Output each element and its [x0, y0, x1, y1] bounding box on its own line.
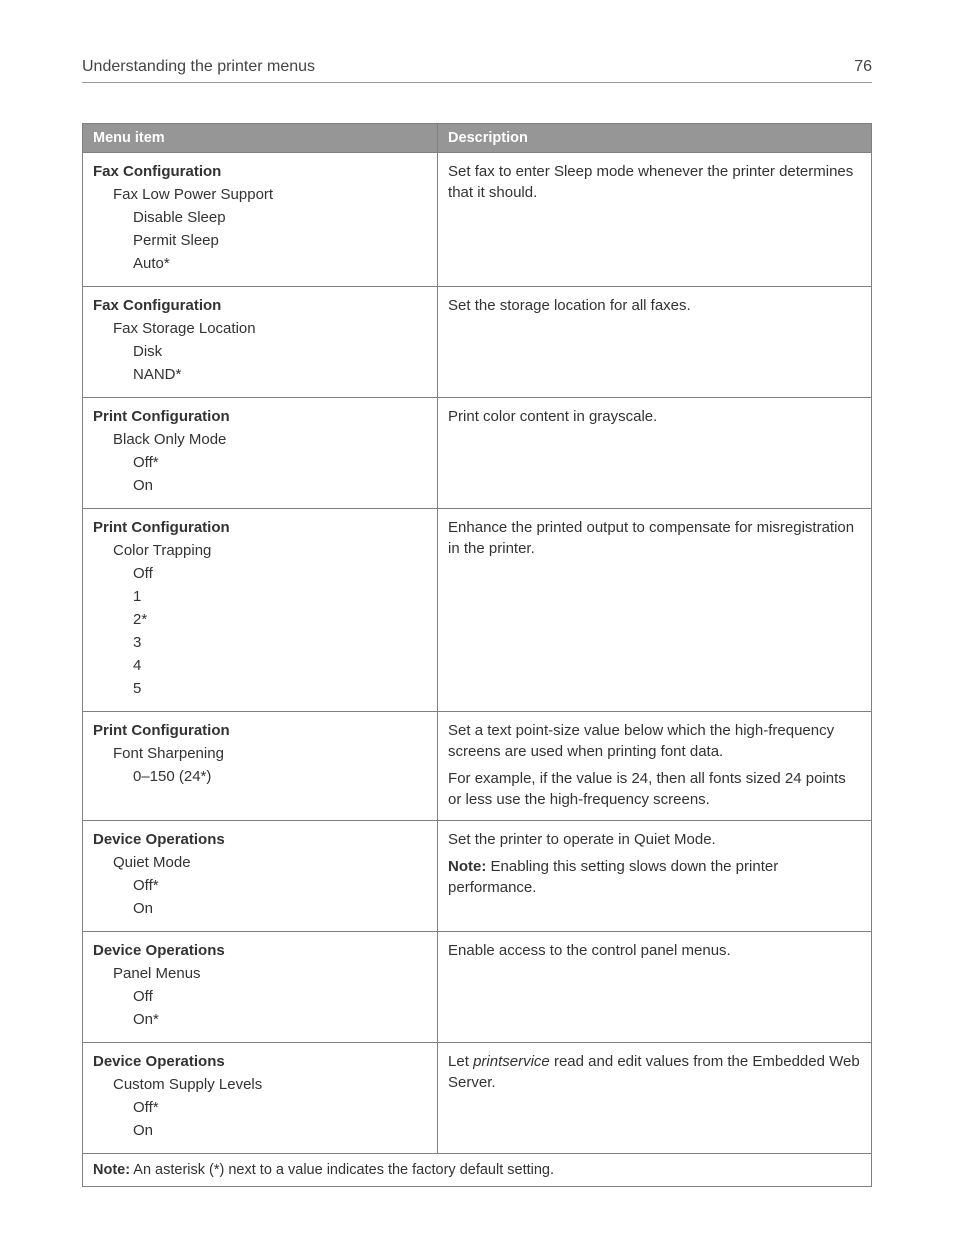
menu-item-subtitle: Custom Supply Levels — [93, 1074, 427, 1095]
menu-item-option: Off — [93, 986, 427, 1007]
description-cell: Set the printer to operate in Quiet Mode… — [438, 821, 872, 932]
description-cell: Set a text point-size value below which … — [438, 712, 872, 821]
menu-item-subtitle: Color Trapping — [93, 540, 427, 561]
menu-item-option: Off* — [93, 1097, 427, 1118]
menu-item-cell: Device OperationsCustom Supply LevelsOff… — [83, 1043, 438, 1154]
menu-item-option: On — [93, 475, 427, 496]
menu-item-cell: Print ConfigurationColor TrappingOff12*3… — [83, 509, 438, 712]
menu-item-title: Device Operations — [93, 1051, 427, 1072]
table-row: Print ConfigurationFont Sharpening0–150 … — [83, 712, 872, 821]
description-text: Enhance the printed output to compensate… — [448, 517, 861, 559]
menu-item-title: Device Operations — [93, 829, 427, 850]
menu-item-option: NAND* — [93, 364, 427, 385]
menu-item-subtitle: Fax Low Power Support — [93, 184, 427, 205]
table-footer-row: Note: An asterisk (*) next to a value in… — [83, 1154, 872, 1187]
menu-item-option: Disable Sleep — [93, 207, 427, 228]
description-cell: Enable access to the control panel menus… — [438, 932, 872, 1043]
menu-item-cell: Device OperationsQuiet ModeOff*On — [83, 821, 438, 932]
menu-item-title: Device Operations — [93, 940, 427, 961]
description-cell: Set fax to enter Sleep mode whenever the… — [438, 153, 872, 287]
menu-item-option: 0–150 (24*) — [93, 766, 427, 787]
menu-item-subtitle: Quiet Mode — [93, 852, 427, 873]
menu-item-option: Permit Sleep — [93, 230, 427, 251]
menu-item-subtitle: Panel Menus — [93, 963, 427, 984]
menu-item-title: Print Configuration — [93, 406, 427, 427]
table-header-row: Menu item Description — [83, 124, 872, 153]
note-label: Note: — [448, 858, 486, 875]
table-row: Device OperationsPanel MenusOffOn* Enable… — [83, 932, 872, 1043]
menu-item-option: Off* — [93, 875, 427, 896]
italic-text: printservice — [473, 1053, 550, 1070]
description-text: Set the storage location for all faxes. — [448, 295, 861, 316]
description-text: Let printservice read and edit values fr… — [448, 1051, 861, 1093]
menu-item-option: 3 — [93, 632, 427, 653]
menu-item-option: Off — [93, 563, 427, 584]
description-text: Set the printer to operate in Quiet Mode… — [448, 829, 861, 850]
note-label: Note: — [93, 1162, 130, 1178]
menu-item-option: 4 — [93, 655, 427, 676]
description-text: Note: Enabling this setting slows down t… — [448, 856, 861, 898]
menu-item-title: Fax Configuration — [93, 161, 427, 182]
description-text: For example, if the value is 24, then al… — [448, 768, 861, 810]
table-row: Print ConfigurationBlack Only ModeOff*On… — [83, 398, 872, 509]
menu-item-option: 2* — [93, 609, 427, 630]
table-row: Fax ConfigurationFax Low Power SupportDi… — [83, 153, 872, 287]
menu-item-option: Disk — [93, 341, 427, 362]
menu-item-option: 5 — [93, 678, 427, 699]
menu-item-option: On — [93, 898, 427, 919]
description-cell: Print color content in grayscale. — [438, 398, 872, 509]
table-footer-cell: Note: An asterisk (*) next to a value in… — [83, 1154, 872, 1187]
menu-item-subtitle: Black Only Mode — [93, 429, 427, 450]
menu-item-title: Fax Configuration — [93, 295, 427, 316]
page-title: Understanding the printer menus — [82, 58, 315, 76]
description-text: Print color content in grayscale. — [448, 406, 861, 427]
menu-item-cell: Print ConfigurationBlack Only ModeOff*On — [83, 398, 438, 509]
menu-item-option: Off* — [93, 452, 427, 473]
table-row: Print ConfigurationColor TrappingOff12*3… — [83, 509, 872, 712]
description-cell: Set the storage location for all faxes. — [438, 287, 872, 398]
description-cell: Let printservice read and edit values fr… — [438, 1043, 872, 1154]
menu-item-option: On — [93, 1120, 427, 1141]
page-number: 76 — [854, 58, 872, 76]
menu-item-cell: Print ConfigurationFont Sharpening0–150 … — [83, 712, 438, 821]
menu-item-option: Auto* — [93, 253, 427, 274]
menu-item-title: Print Configuration — [93, 720, 427, 741]
col-menu-item: Menu item — [83, 124, 438, 153]
menu-item-cell: Device OperationsPanel MenusOffOn* — [83, 932, 438, 1043]
description-text: Enable access to the control panel menus… — [448, 940, 861, 961]
menu-item-cell: Fax ConfigurationFax Low Power SupportDi… — [83, 153, 438, 287]
page-header: Understanding the printer menus 76 — [82, 58, 872, 83]
description-cell: Enhance the printed output to compensate… — [438, 509, 872, 712]
menu-table: Menu item Description Fax ConfigurationF… — [82, 123, 872, 1187]
menu-item-cell: Fax ConfigurationFax Storage LocationDis… — [83, 287, 438, 398]
menu-item-subtitle: Font Sharpening — [93, 743, 427, 764]
table-row: Device OperationsCustom Supply LevelsOff… — [83, 1043, 872, 1154]
menu-item-option: 1 — [93, 586, 427, 607]
menu-item-option: On* — [93, 1009, 427, 1030]
menu-item-title: Print Configuration — [93, 517, 427, 538]
description-text: Set a text point-size value below which … — [448, 720, 861, 762]
menu-item-subtitle: Fax Storage Location — [93, 318, 427, 339]
table-row: Fax ConfigurationFax Storage LocationDis… — [83, 287, 872, 398]
col-description: Description — [438, 124, 872, 153]
description-text: Set fax to enter Sleep mode whenever the… — [448, 161, 861, 203]
table-row: Device OperationsQuiet ModeOff*On Set the… — [83, 821, 872, 932]
